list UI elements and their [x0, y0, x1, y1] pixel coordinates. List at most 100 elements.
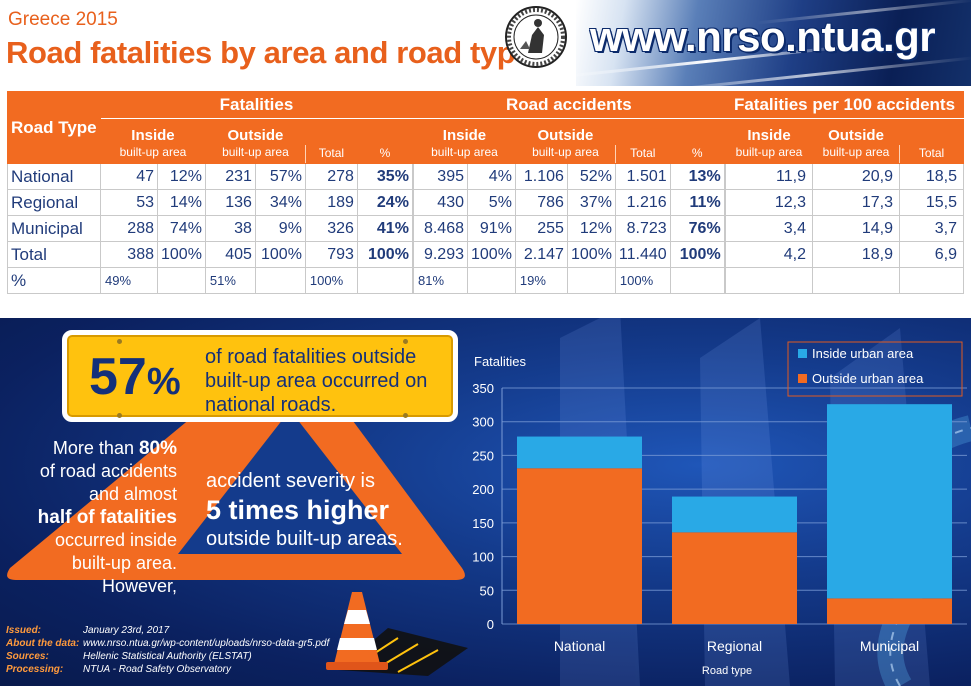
table-cell: 81% — [413, 267, 468, 294]
table-cell: 11% — [669, 189, 725, 216]
y-tick-label: 200 — [472, 482, 494, 497]
outside-header: Outside — [514, 118, 616, 145]
table-row: 3,4 14,9 3,7 — [725, 215, 964, 242]
total-header: Total — [304, 118, 358, 164]
legend-swatch — [798, 374, 807, 383]
x-tick-label: Municipal — [860, 638, 919, 654]
y-tick-label: 150 — [472, 516, 494, 531]
footer-row: Processing: NTUA - Road Safety Observator… — [6, 663, 329, 676]
total-header: Total — [899, 118, 964, 164]
outside-header: Outside — [204, 118, 306, 145]
legend-frame — [787, 341, 963, 397]
table-cell: 11.440 — [614, 241, 671, 268]
table-row: 81% 19% 100% — [413, 267, 725, 294]
accidents-inside-text: More than 80% of road accidents and almo… — [37, 438, 177, 596]
stat-text: of road fatalities outside built-up area… — [205, 346, 428, 416]
table-cell — [566, 267, 616, 294]
table-row: Total 388 100% 405 100% 793 100% — [7, 241, 413, 268]
outside-area-header: built-up area — [204, 144, 306, 164]
legend-label: Outside urban area — [812, 371, 924, 386]
y-axis-label: Fatalities — [474, 354, 527, 369]
table-cell: 37% — [566, 189, 616, 216]
inside-header: Inside — [413, 118, 516, 145]
fatalities-table: Road Type Fatalities Inside Outside Tota… — [7, 91, 413, 294]
website-url[interactable]: www.nrso.ntua.gr — [590, 13, 936, 60]
footer-credits: Issued: January 23rd, 2017 About the data:… — [6, 624, 329, 676]
table-cell: 14,9 — [812, 215, 900, 242]
traffic-cone-icon — [326, 592, 468, 676]
table-cell: 20,9 — [812, 163, 900, 190]
accidents-table: Road accidents Inside Outside Total % bu… — [413, 91, 725, 294]
table-cell: 18,9 — [812, 241, 900, 268]
bar-outside — [517, 468, 642, 624]
outside-area-header: built-up area — [812, 144, 900, 164]
table-cell: 9% — [254, 215, 306, 242]
table-row: Municipal 288 74% 38 9% 326 41% — [7, 215, 413, 242]
table-cell: 8.468 — [413, 215, 468, 242]
table-cell: 47 — [100, 163, 158, 190]
stat-value: 57% — [89, 348, 181, 406]
table-cell: 786 — [514, 189, 568, 216]
table-cell: 1.501 — [614, 163, 671, 190]
inside-area-header: built-up area — [413, 144, 516, 164]
table-cell: 1.216 — [614, 189, 671, 216]
table-cell — [157, 267, 206, 294]
table-cell: 405 — [204, 241, 256, 268]
table-cell: 255 — [514, 215, 568, 242]
table-row: 395 4% 1.106 52% 1.501 13% — [413, 163, 725, 190]
table-cell: 8.723 — [614, 215, 671, 242]
accidents-group-header: Road accidents — [413, 91, 725, 119]
y-tick-label: 300 — [472, 415, 494, 430]
table-cell: 388 — [100, 241, 158, 268]
x-tick-label: National — [554, 638, 605, 654]
inside-header: Inside — [725, 118, 813, 145]
severity-text: accident severity is 5 times higher outs… — [206, 470, 403, 550]
footer-key: Processing: — [6, 664, 64, 675]
bar-outside — [827, 598, 952, 624]
table-cell: 100% — [614, 267, 671, 294]
table-cell: 189 — [304, 189, 358, 216]
table-cell: 4,2 — [725, 241, 813, 268]
table-cell — [356, 267, 413, 294]
stat-callout: 57% of road fatalities outside built-up … — [62, 330, 458, 422]
bar-inside — [827, 404, 952, 599]
table-cell: 430 — [413, 189, 468, 216]
table-cell — [812, 267, 900, 294]
table-cell: 9.293 — [413, 241, 468, 268]
table-cell: 18,5 — [899, 163, 964, 190]
pct-header: % — [356, 118, 413, 164]
table-row: 9.293 100% 2.147 100% 11.440 100% — [413, 241, 725, 268]
outside-area-header: built-up area — [514, 144, 616, 164]
table-cell: 100% — [304, 267, 358, 294]
table-cell — [467, 267, 516, 294]
row-label: % — [7, 267, 101, 294]
y-tick-label: 50 — [480, 583, 494, 598]
pct-header: % — [669, 118, 725, 164]
table-cell: 3,7 — [899, 215, 964, 242]
table-cell: 38 — [204, 215, 256, 242]
footer-row: Issued: January 23rd, 2017 — [6, 624, 329, 637]
table-cell — [669, 267, 725, 294]
table-cell: 11,9 — [725, 163, 813, 190]
inside-area-header: built-up area — [100, 144, 206, 164]
table-cell: 51% — [204, 267, 256, 294]
table-row: 8.468 91% 255 12% 8.723 76% — [413, 215, 725, 242]
table-cell — [899, 267, 964, 294]
table-cell: 100% — [467, 241, 516, 268]
panel-separator — [0, 310, 971, 318]
table-cell: 19% — [514, 267, 568, 294]
footer-value: Hellenic Statistical Authority (ELSTAT) — [83, 651, 252, 662]
table-row: 11,9 20,9 18,5 — [725, 163, 964, 190]
y-tick-label: 250 — [472, 448, 494, 463]
table-cell: 100% — [356, 241, 413, 268]
table-cell: 6,9 — [899, 241, 964, 268]
table-cell: 53 — [100, 189, 158, 216]
y-tick-label: 100 — [472, 550, 494, 565]
per100-group-header: Fatalities per 100 accidents — [725, 91, 964, 119]
table-cell: 35% — [356, 163, 413, 190]
table-cell: 17,3 — [812, 189, 900, 216]
table-row: National 47 12% 231 57% 278 35% — [7, 163, 413, 190]
table-cell: 5% — [467, 189, 516, 216]
table-cell: 100% — [254, 241, 306, 268]
table-cell — [254, 267, 306, 294]
